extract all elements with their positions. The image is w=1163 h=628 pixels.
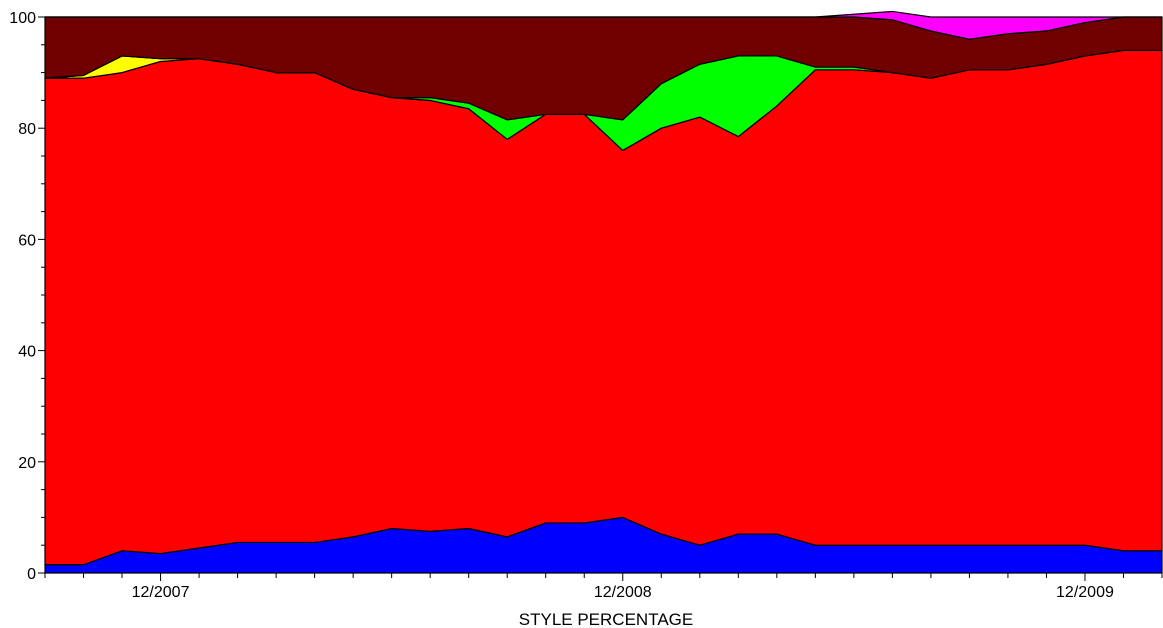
x-tick-label: 12/2009	[1056, 584, 1114, 601]
y-tick-label: 20	[18, 455, 36, 472]
y-tick-label: 0	[27, 566, 36, 583]
x-axis-title: STYLE PERCENTAGE	[519, 610, 693, 628]
y-tick-label: 60	[18, 232, 36, 249]
plot-area	[45, 11, 1162, 573]
x-tick-label: 12/2008	[594, 584, 652, 601]
y-tick-label: 80	[18, 121, 36, 138]
y-tick-label: 40	[18, 344, 36, 361]
x-tick-label: 12/2007	[132, 584, 190, 601]
y-tick-label: 100	[9, 10, 36, 27]
